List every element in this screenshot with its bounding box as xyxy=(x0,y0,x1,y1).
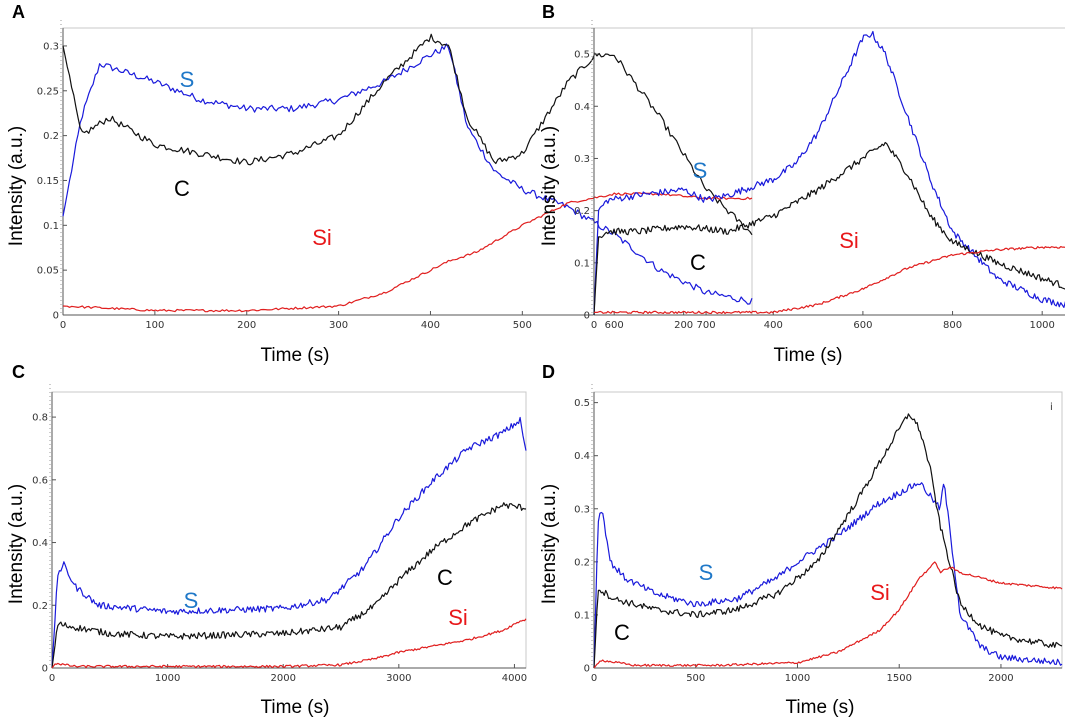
y-tick-label: 0 xyxy=(584,311,590,322)
y-tick-label: 0.5 xyxy=(574,398,590,409)
x-tick-label: 400 xyxy=(421,320,440,331)
x-tick-label: 1500 xyxy=(886,673,911,684)
series-line-si xyxy=(593,561,1063,669)
series-label-c: C xyxy=(690,250,706,275)
series-label-si: Si xyxy=(312,225,332,250)
series-line-si xyxy=(594,246,1065,315)
series-label-s: S xyxy=(180,67,195,92)
x-axis-title: Time (s) xyxy=(774,345,843,366)
x-tick-label: 0 xyxy=(591,320,597,331)
panel-letter: D xyxy=(542,362,555,382)
panel-letter: A xyxy=(12,2,25,22)
chart-panel-d: D 0 0.1 0.2 0.3 0.4 0.5 0 500 1000 1500 2000 Time (s… xyxy=(539,362,1063,718)
x-tick-label: 300 xyxy=(329,320,348,331)
series-line-c xyxy=(593,141,1065,316)
x-tick-label: 200 xyxy=(674,320,693,331)
x-tick-label: 0 xyxy=(60,320,66,331)
x-tick-label: 600 xyxy=(853,320,872,331)
y-tick-label: 0.1 xyxy=(574,258,590,269)
y-tick-label: 0.2 xyxy=(574,206,590,217)
y-tick-label: 0.3 xyxy=(574,504,590,515)
series-label-si: Si xyxy=(839,228,859,253)
series-label-s: S xyxy=(699,560,714,585)
y-tick-label: 0.05 xyxy=(37,266,59,277)
x-tick-label: 0 xyxy=(591,673,597,684)
annotation-text: i xyxy=(1050,402,1053,413)
y-tick-label: 0.3 xyxy=(574,154,590,165)
y-tick-label: 0 xyxy=(42,664,48,675)
chart-panel-c: C 0 0.2 0.4 0.6 0.8 0 1000 2000 3000 4000 Time (s) I… xyxy=(6,362,527,718)
y-tick-label: 0.1 xyxy=(43,221,59,232)
x-tick-label: 100 xyxy=(145,320,164,331)
series-label-s: S xyxy=(184,588,199,613)
y-tick-label: 0.15 xyxy=(37,176,59,187)
series-line-si xyxy=(51,618,527,669)
y-tick-label: 0.4 xyxy=(574,102,590,113)
y-tick-label: 0.8 xyxy=(32,413,48,424)
x-tick-label: 4000 xyxy=(502,673,527,684)
y-axis-title: Intensity (a.u.) xyxy=(6,126,27,246)
series-label-c: C xyxy=(174,176,190,201)
x-tick-label: 800 xyxy=(943,320,962,331)
series-label-c: C xyxy=(437,565,453,590)
x-tick-label: 500 xyxy=(686,673,705,684)
series-line-c xyxy=(593,413,1063,669)
x-tick-label: 1000 xyxy=(155,673,180,684)
y-axis-title: Intensity (a.u.) xyxy=(6,484,27,604)
x-tick-label: 200 xyxy=(237,320,256,331)
x-tick-label: 2000 xyxy=(270,673,295,684)
series-label-s: S xyxy=(693,158,708,183)
y-tick-label: 0.6 xyxy=(32,475,48,486)
x-tick-label: 700 xyxy=(697,320,716,331)
y-tick-label: 0.5 xyxy=(574,50,590,61)
y-tick-label: 0.4 xyxy=(574,451,590,462)
series-line-s xyxy=(62,43,753,305)
y-tick-label: 0.1 xyxy=(574,610,590,621)
y-tick-label: 0 xyxy=(584,664,590,675)
series-label-si: Si xyxy=(448,605,468,630)
x-tick-label: 1000 xyxy=(785,673,810,684)
series-label-si: Si xyxy=(870,580,890,605)
series-label-c: C xyxy=(614,620,630,645)
x-tick-label: 2000 xyxy=(988,673,1013,684)
x-axis-title: Time (s) xyxy=(261,697,330,718)
chart-panel-b: B 0 0.1 0.2 0.3 0.4 0.5 0 200 400 600 800 1000 Time (… xyxy=(539,2,1065,366)
y-tick-label: 0 xyxy=(53,311,59,322)
series-line-si xyxy=(62,192,753,313)
panel-letter: C xyxy=(12,362,25,382)
y-axis-title: Intensity (a.u.) xyxy=(539,484,560,604)
series-line-s xyxy=(593,30,1065,316)
y-tick-label: 0.4 xyxy=(32,538,48,549)
x-tick-label: 0 xyxy=(49,673,55,684)
y-tick-label: 0.2 xyxy=(43,131,59,142)
chart-panel-a: A 0 0.05 0.1 0.15 0.2 0.25 0.3 0 100 200 300 400 500 6… xyxy=(6,2,753,366)
x-tick-label: 600 xyxy=(605,320,624,331)
x-tick-label: 400 xyxy=(764,320,783,331)
x-tick-label: 1000 xyxy=(1029,320,1054,331)
y-tick-label: 0.3 xyxy=(43,41,59,52)
x-tick-label: 3000 xyxy=(386,673,411,684)
panel-letter: B xyxy=(542,2,555,22)
series-line-s xyxy=(51,416,527,669)
y-axis-title: Intensity (a.u.) xyxy=(539,126,560,246)
y-tick-label: 0.2 xyxy=(574,557,590,568)
x-axis-title: Time (s) xyxy=(786,697,855,718)
x-tick-label: 500 xyxy=(513,320,532,331)
x-axis-title: Time (s) xyxy=(261,345,330,366)
series-line-s xyxy=(593,482,1063,669)
series-line-c xyxy=(62,33,753,236)
y-tick-label: 0.25 xyxy=(37,86,59,97)
plot-frame xyxy=(593,391,1063,669)
series-line-c xyxy=(51,502,527,669)
y-tick-label: 0.2 xyxy=(32,601,48,612)
